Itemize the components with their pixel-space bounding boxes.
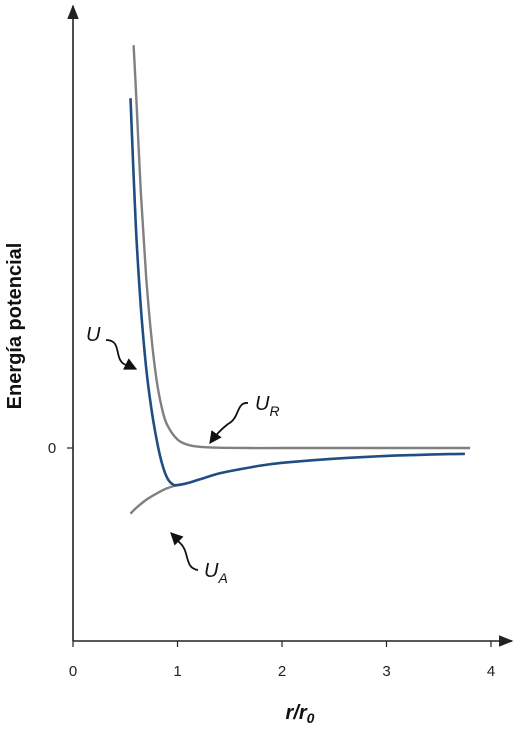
series-label-u-main: U bbox=[86, 324, 101, 346]
x-tick-label-0: 0 bbox=[69, 663, 77, 680]
series-line-u bbox=[129, 98, 465, 487]
series-label-u: U bbox=[86, 324, 101, 346]
series-label-ur-main: U bbox=[255, 393, 270, 415]
x-axis-title: r/r0 bbox=[286, 702, 315, 726]
series-label-ua-main: U bbox=[204, 560, 219, 582]
x-tick-label-1: 1 bbox=[173, 663, 181, 680]
series-label-ua: UA bbox=[204, 560, 228, 586]
series-line-ur bbox=[132, 45, 471, 450]
x-tick-label-2: 2 bbox=[278, 663, 286, 680]
x-tick-label-4: 4 bbox=[487, 663, 495, 680]
series-line-ua bbox=[129, 482, 183, 515]
u-pointer-arrow bbox=[105, 339, 138, 370]
series-label-ur-subscript: R bbox=[269, 403, 279, 419]
y-axis-title: Energía potencial bbox=[4, 243, 26, 410]
y-tick-label-0: 0 bbox=[48, 440, 56, 457]
x-axis-title-subscript: 0 bbox=[307, 710, 315, 726]
x-axis-title-main: r/r bbox=[286, 702, 308, 724]
series-label-ur: UR bbox=[255, 393, 280, 419]
x-tick-label-3: 3 bbox=[382, 663, 390, 680]
series-label-ua-subscript: A bbox=[217, 570, 227, 586]
x-tick-marks bbox=[72, 641, 492, 647]
ua-pointer-arrow bbox=[170, 532, 199, 571]
ur-pointer-arrow bbox=[209, 402, 249, 445]
